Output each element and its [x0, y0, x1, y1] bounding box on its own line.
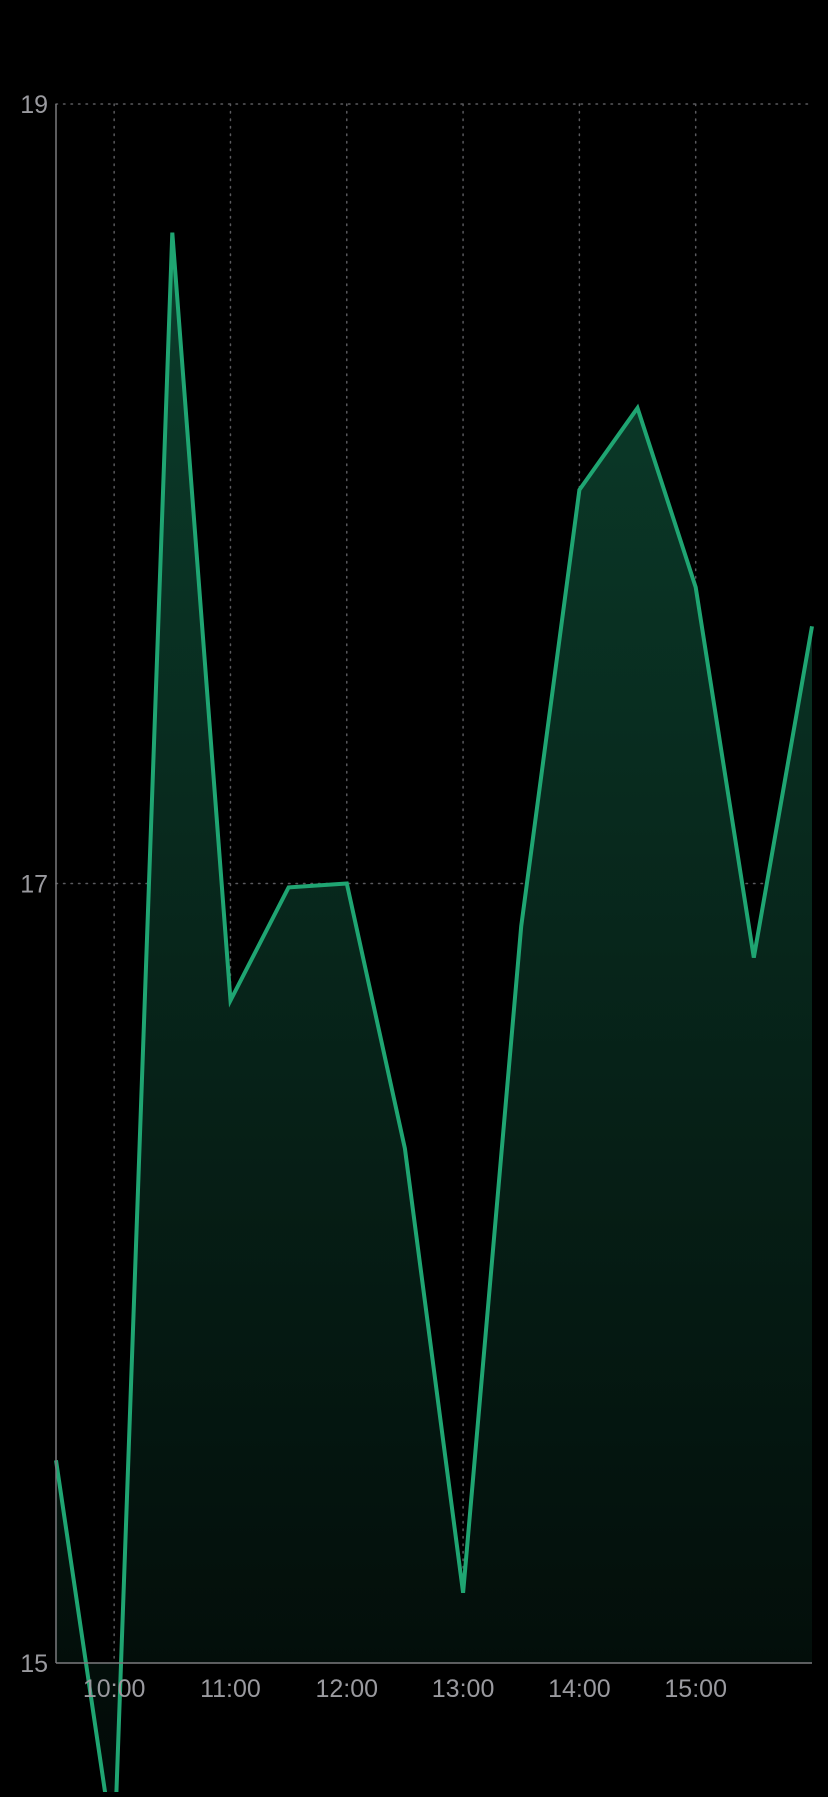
- x-tick-label-1000: 10:00: [83, 1675, 146, 1703]
- y-tick-label-19: 19: [20, 91, 48, 119]
- y-tick-label-15: 15: [20, 1650, 48, 1678]
- area-layer: [54, 232, 814, 1797]
- label-layer: 15 17 19 10:00 11:00 12:00 13:00 14:00 15:00: [20, 91, 727, 1703]
- x-tick-label-1100: 11:00: [200, 1675, 261, 1703]
- x-tick-label-1500: 15:00: [664, 1675, 727, 1703]
- x-tick-label-1400: 14:00: [548, 1675, 611, 1703]
- series-area-fill: [56, 232, 812, 1797]
- y-tick-label-17: 17: [20, 871, 48, 899]
- axis-layer: [55, 104, 812, 1664]
- x-tick-label-1300: 13:00: [432, 1675, 495, 1703]
- series-line: [54, 232, 814, 1797]
- x-tick-label-1200: 12:00: [315, 1675, 378, 1703]
